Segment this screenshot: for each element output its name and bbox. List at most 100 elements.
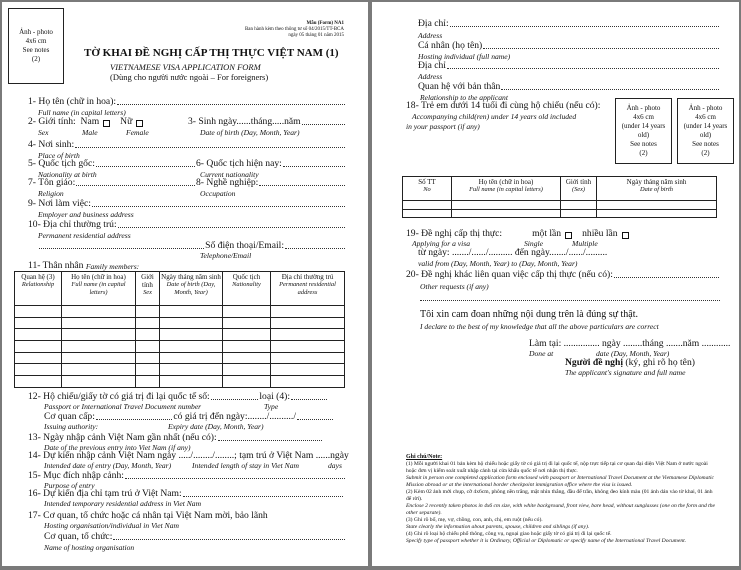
- table-cell[interactable]: [14, 340, 62, 353]
- host-organisation-label: Name of hosting organisation: [44, 543, 135, 552]
- table-cell[interactable]: [159, 351, 223, 365]
- multiple-checkbox[interactable]: [621, 232, 629, 239]
- table-cell[interactable]: [14, 363, 62, 377]
- table-cell[interactable]: [402, 208, 452, 218]
- table-cell[interactable]: [270, 340, 345, 353]
- table-cell[interactable]: [135, 316, 160, 330]
- table-cell[interactable]: [159, 328, 223, 342]
- host-address-field[interactable]: Địa chỉ:: [418, 18, 720, 29]
- table-cell[interactable]: [596, 208, 717, 218]
- table-cell[interactable]: [135, 340, 160, 353]
- occupation-field[interactable]: 8- Nghề nghiệp:: [196, 177, 346, 188]
- intended-entry-field[interactable]: 14- Dự kiến nhập cảnh Việt Nam ngày ....…: [28, 450, 349, 461]
- table-cell[interactable]: [270, 375, 345, 388]
- table-cell[interactable]: [270, 363, 345, 377]
- sign-date-label: date (Day, Month, Year): [596, 349, 670, 358]
- page-title: TỜ KHAI ĐỀ NGHỊ CẤP THỊ THỰC VIỆT NAM (1…: [84, 47, 339, 59]
- table-cell[interactable]: [222, 340, 271, 353]
- relationship-field[interactable]: Quan hệ với bản thân: [418, 81, 720, 92]
- full-name-field[interactable]: 1- Họ tên (chữ in hoa):: [28, 96, 346, 107]
- table-cell[interactable]: [451, 200, 561, 210]
- host-individual-address-label: Address: [418, 72, 443, 81]
- table-cell[interactable]: [14, 316, 62, 330]
- table-cell[interactable]: [159, 316, 223, 330]
- table-cell[interactable]: [270, 328, 345, 342]
- table-cell[interactable]: [14, 328, 62, 342]
- table-cell[interactable]: [596, 200, 717, 210]
- full-name-label: Full name (in capital letters): [38, 108, 126, 117]
- table-cell[interactable]: [270, 305, 345, 318]
- phone-email-field[interactable]: Số điện thoại/Email:: [38, 240, 346, 251]
- table-cell[interactable]: [222, 305, 271, 318]
- table-cell[interactable]: [61, 375, 136, 388]
- table-cell[interactable]: [270, 351, 345, 365]
- table-row: [402, 200, 717, 210]
- employer-field[interactable]: 9- Nơi làm việc:: [28, 198, 346, 209]
- table-cell[interactable]: [14, 351, 62, 365]
- female-checkbox[interactable]: [136, 120, 144, 127]
- done-at-field[interactable]: Làm tại: ............... ngày ........th…: [529, 338, 731, 349]
- note-3-en: State clearly the information about pare…: [406, 524, 590, 530]
- purpose-field[interactable]: 15- Mục đích nhập cảnh:: [28, 470, 346, 481]
- page-subtitle: VIETNAMESE VISA APPLICATION FORM: [110, 62, 261, 72]
- host-individual-field[interactable]: Cá nhân (họ tên): [418, 40, 720, 51]
- table-cell[interactable]: [159, 363, 223, 377]
- table-cell[interactable]: [560, 200, 597, 210]
- table-cell[interactable]: [159, 340, 223, 353]
- table-cell[interactable]: [14, 305, 62, 318]
- temporary-address-field[interactable]: 16- Dự kiến địa chỉ tạm trú ở Việt Nam:: [28, 488, 344, 499]
- male-checkbox[interactable]: [103, 120, 111, 127]
- table-cell[interactable]: [159, 375, 223, 388]
- table-cell[interactable]: [135, 305, 160, 318]
- table-cell[interactable]: [14, 375, 62, 388]
- other-requests-field[interactable]: 20- Đề nghị khác liên quan việc cấp thị …: [406, 269, 720, 280]
- table-row: [14, 351, 345, 365]
- table-cell[interactable]: [451, 208, 561, 218]
- place-of-birth-field[interactable]: 4- Nơi sinh:: [28, 139, 346, 150]
- table-cell[interactable]: [61, 363, 136, 377]
- table-cell[interactable]: [61, 328, 136, 342]
- current-nationality-field[interactable]: 6- Quốc tịch hiện nay:: [196, 158, 346, 169]
- photo-note: See notes: [22, 46, 50, 54]
- nationality-birth-field[interactable]: 5- Quốc tịch gốc:: [28, 158, 196, 169]
- table-cell[interactable]: [159, 305, 223, 318]
- table-cell[interactable]: [135, 375, 160, 388]
- table-cell[interactable]: [222, 328, 271, 342]
- purpose-label: Purpose of entry: [44, 481, 95, 490]
- passport-number-field[interactable]: 12- Hộ chiếu/giấy tờ có giá trị đi lại q…: [28, 391, 328, 402]
- table-cell[interactable]: [61, 305, 136, 318]
- table-cell[interactable]: [135, 363, 160, 377]
- table-row: [14, 328, 345, 342]
- religion-field[interactable]: 7- Tôn giáo:: [28, 177, 196, 188]
- table-cell[interactable]: [560, 208, 597, 218]
- table-cell[interactable]: [135, 328, 160, 342]
- table-cell[interactable]: [135, 351, 160, 365]
- photo-label: Ảnh - photo: [19, 28, 53, 36]
- temporary-address-label: Intended temporary residential address i…: [44, 499, 202, 508]
- table-cell[interactable]: [402, 200, 452, 210]
- table-cell[interactable]: [222, 363, 271, 377]
- table-cell[interactable]: [270, 316, 345, 330]
- days-label: days: [328, 461, 342, 470]
- other-requests-line[interactable]: [420, 300, 720, 301]
- host-organisation-field[interactable]: Cơ quan, tổ chức:: [44, 531, 346, 542]
- table-cell[interactable]: [61, 340, 136, 353]
- table-cell[interactable]: [61, 316, 136, 330]
- notes-section: Ghi chú/Note: (1) Mỗi người khai 01 bản …: [406, 454, 716, 545]
- table-cell[interactable]: [222, 351, 271, 365]
- dob-field[interactable]: 3- Sinh ngày......tháng.....năm: [188, 116, 346, 127]
- table-cell[interactable]: [61, 351, 136, 365]
- relationship-label: Relationship to the applicant: [420, 93, 508, 102]
- col-no: Số TT No: [402, 176, 452, 201]
- place-of-birth-label: Place of birth: [38, 151, 80, 160]
- note-2: (2) Kèm 02 ảnh mới chụp, cỡ 4x6cm, phông…: [406, 489, 713, 502]
- visa-validity-field[interactable]: từ ngày: ......./....../.......... đến n…: [418, 247, 608, 258]
- host-individual-address-field[interactable]: Địa chỉ: [418, 60, 720, 71]
- issuing-authority-field[interactable]: Cơ quan cấp: có giá trị đến ngày:........…: [44, 411, 334, 422]
- table-cell[interactable]: [222, 316, 271, 330]
- previous-entry-field[interactable]: 13- Ngày nhập cảnh Việt Nam gần nhất (nế…: [28, 432, 323, 443]
- single-checkbox[interactable]: [565, 232, 573, 239]
- form-code: Mẫu (Form) NA1: [306, 21, 345, 26]
- table-cell[interactable]: [222, 375, 271, 388]
- permanent-address-field[interactable]: 10- Địa chỉ thường trú:: [28, 219, 346, 230]
